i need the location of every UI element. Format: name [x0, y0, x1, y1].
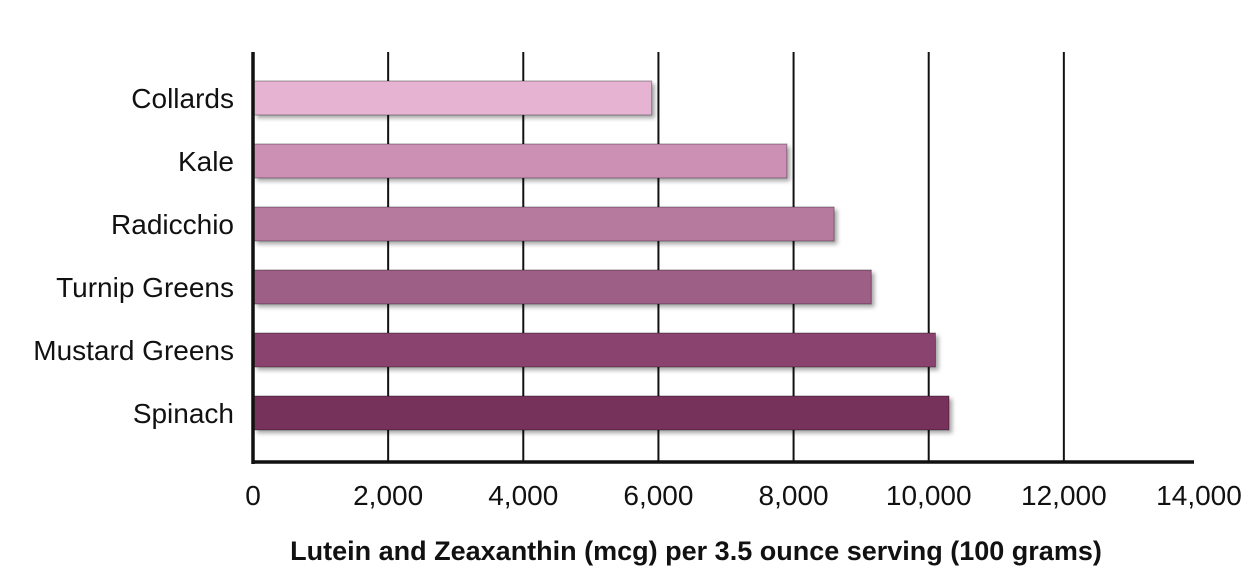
category-label-radicchio: Radicchio: [111, 209, 234, 240]
x-tick-label-0: 0: [245, 480, 261, 511]
x-tick-label-6: 12,000: [1021, 480, 1107, 511]
bar-collards: [253, 80, 653, 116]
x-axis-title: Lutein and Zeaxanthin (mcg) per 3.5 ounc…: [290, 536, 1102, 566]
bar-radicchio: [253, 206, 835, 242]
bar-spinach: [253, 395, 950, 431]
x-tick-label-2: 4,000: [488, 480, 558, 511]
gridlines: [387, 52, 1065, 462]
bar-mustard-greens: [253, 332, 936, 368]
axes: [251, 52, 1194, 464]
x-tick-label-1: 2,000: [353, 480, 423, 511]
bar-turnip-greens: [253, 269, 872, 305]
category-label-collards: Collards: [131, 83, 234, 114]
bars: [253, 80, 950, 431]
category-label-turnip-greens: Turnip Greens: [56, 272, 234, 303]
category-label-mustard-greens: Mustard Greens: [33, 335, 234, 366]
category-label-kale: Kale: [178, 146, 234, 177]
category-labels: Collards Kale Radicchio Turnip Greens Mustar…: [33, 83, 234, 429]
x-tick-labels: 0 2,000 4,000 6,000 8,000 10,000 12,000 14,000: [245, 480, 1242, 511]
x-tick-label-5: 10,000: [886, 480, 972, 511]
bar-kale: [253, 143, 788, 179]
category-label-spinach: Spinach: [133, 398, 234, 429]
x-tick-label-3: 6,000: [623, 480, 693, 511]
x-tick-label-4: 8,000: [759, 480, 829, 511]
x-tick-label-7: 14,000: [1156, 480, 1242, 511]
